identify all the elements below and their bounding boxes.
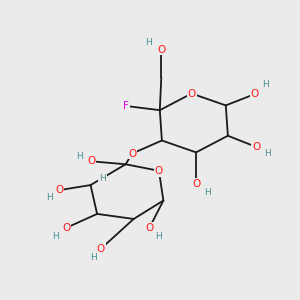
Text: O: O [62, 223, 70, 233]
Text: H: H [46, 193, 53, 202]
Text: H: H [155, 232, 162, 241]
Text: H: H [145, 38, 152, 47]
Text: H: H [99, 174, 106, 183]
Text: O: O [145, 223, 154, 233]
Text: O: O [252, 142, 260, 152]
Text: H: H [264, 149, 271, 158]
Text: O: O [157, 44, 165, 55]
Text: O: O [192, 179, 200, 189]
Text: H: H [76, 152, 83, 161]
Text: F: F [123, 101, 129, 111]
Text: O: O [155, 166, 163, 176]
Text: O: O [128, 148, 136, 159]
Text: H: H [90, 253, 97, 262]
Text: O: O [250, 89, 259, 99]
Text: O: O [97, 244, 105, 254]
Text: O: O [87, 156, 95, 166]
Text: O: O [188, 88, 196, 98]
Text: O: O [55, 185, 64, 195]
Text: H: H [52, 232, 59, 241]
Text: H: H [262, 80, 269, 89]
Text: H: H [204, 188, 210, 197]
